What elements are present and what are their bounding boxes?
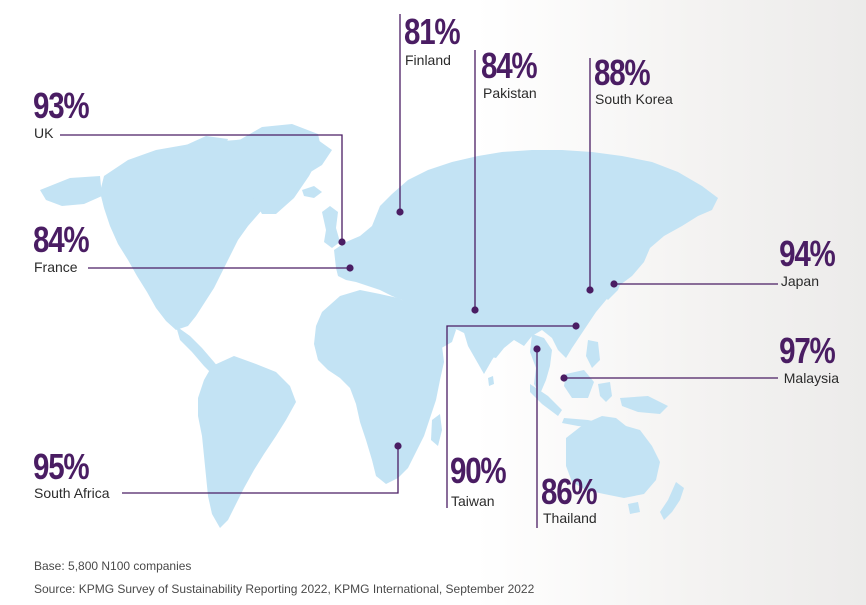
thailand-label: Thailand (543, 510, 597, 526)
thailand-percentage: 86% (541, 471, 598, 512)
malaysia-percentage: 97% (779, 330, 837, 371)
australia-shape (566, 416, 660, 498)
malaysia-marker (560, 374, 568, 382)
south-korea-percentage: 88% (594, 52, 651, 93)
france-marker (346, 264, 354, 272)
thailand-marker (533, 345, 541, 353)
south-africa-percentage: 95% (33, 446, 90, 487)
uk-shape (322, 206, 340, 248)
pakistan-percentage: 84% (481, 45, 538, 86)
france-label: France (34, 259, 78, 275)
callout-lines (60, 14, 778, 528)
india-shape (462, 324, 500, 374)
japan-label: Japan (780, 273, 819, 289)
taiwan-label: Taiwan (451, 493, 495, 509)
arabia-shape (414, 304, 456, 350)
sri-lanka-shape (488, 376, 494, 386)
south-america-shape (198, 356, 296, 528)
south-africa-label: South Africa (34, 485, 110, 501)
base-note: Base: 5,800 N100 companies (34, 559, 192, 573)
iceland-shape (302, 186, 322, 198)
finland-marker (396, 208, 404, 216)
map-landmass (40, 124, 718, 528)
pakistan-label: Pakistan (483, 85, 537, 101)
malaysia-label: Malaysia (783, 370, 839, 386)
central-america-shape (176, 326, 224, 378)
pakistan-marker (471, 306, 479, 314)
south-korea-label: South Korea (595, 91, 673, 107)
source-note: Source: KPMG Survey of Sustainability Re… (34, 582, 535, 596)
finland-percentage: 81% (404, 11, 461, 52)
africa-shape (314, 290, 444, 484)
southeast-asia-shape (530, 334, 552, 394)
south-africa-marker (394, 442, 402, 450)
japan-percentage: 94% (779, 233, 837, 274)
new-zealand-shape (660, 482, 684, 520)
taiwan-leader-line (446, 325, 576, 508)
france-percentage: 84% (33, 219, 90, 260)
tasmania-shape (628, 502, 640, 514)
philippines-shape (586, 340, 600, 368)
madagascar-shape (431, 414, 442, 446)
sumatra-shape (530, 384, 562, 416)
japan-marker (610, 280, 618, 288)
borneo-shape (564, 370, 594, 398)
new-guinea-shape (620, 396, 668, 414)
taiwan-percentage: 90% (450, 450, 507, 491)
arctic-islands-shape (184, 136, 228, 158)
taiwan-marker (572, 322, 580, 330)
south-africa-leader-line (122, 446, 399, 494)
location-markers (338, 208, 618, 450)
uk-marker (338, 238, 346, 246)
japan-shape (602, 258, 624, 300)
uk-percentage: 93% (33, 85, 90, 126)
alaska-shape (40, 176, 102, 206)
sulawesi-shape (598, 382, 612, 402)
uk-leader-line (60, 134, 343, 242)
south-korea-marker (586, 286, 594, 294)
uk-label: UK (34, 125, 54, 141)
greenland-shape (236, 124, 322, 214)
finland-label: Finland (405, 52, 451, 68)
